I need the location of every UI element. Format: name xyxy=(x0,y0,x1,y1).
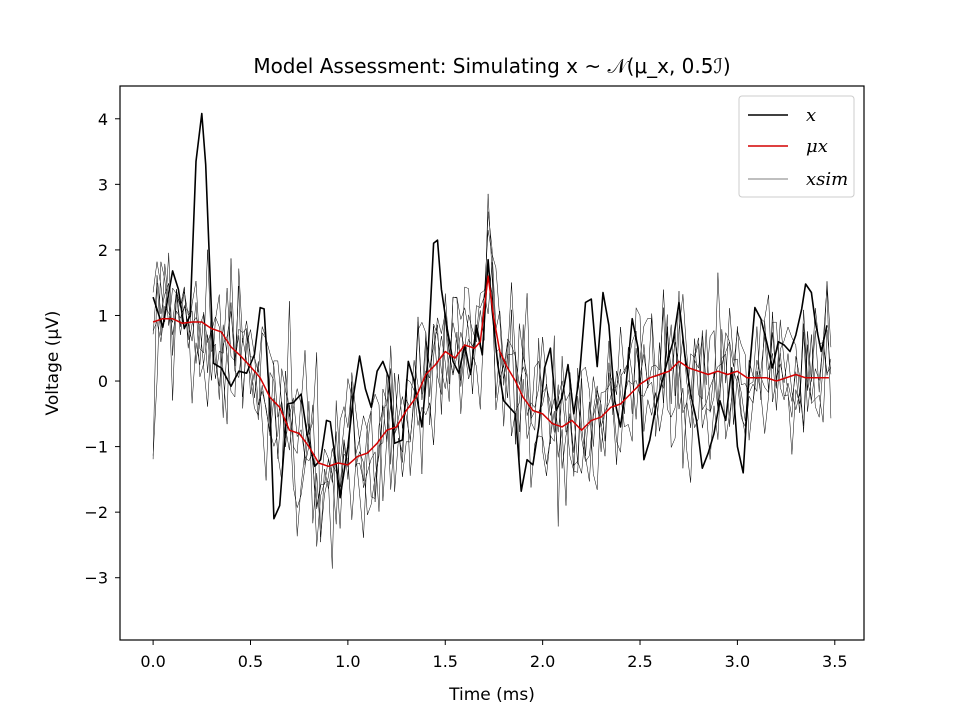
legend-label-x: x xyxy=(806,105,816,126)
y-tick-label: −3 xyxy=(84,569,108,588)
x-tick-label: 3.5 xyxy=(822,652,847,671)
y-tick-label: 3 xyxy=(98,175,108,194)
legend-box xyxy=(738,95,855,198)
x-tick-label: 0.0 xyxy=(140,652,165,671)
x-tick-label: 1.0 xyxy=(335,652,360,671)
legend-label-mu: μx xyxy=(806,136,828,157)
y-axis: −3 −2 −1 0 1 2 3 4 xyxy=(84,110,120,588)
x-axis: 0.0 0.5 1.0 1.5 2.0 2.5 3.0 3.5 xyxy=(140,640,848,671)
series-mu-line xyxy=(152,275,829,468)
axes-frame xyxy=(119,85,865,641)
y-tick-label: 1 xyxy=(98,306,108,325)
series-xsim-line xyxy=(152,261,832,569)
plot-area xyxy=(152,112,832,569)
y-axis-label: Voltage (μV) xyxy=(43,311,63,416)
y-tick-label: 4 xyxy=(98,110,108,129)
x-tick-label: 3.0 xyxy=(725,652,750,671)
chart-title: Model Assessment: Simulating x ~ 𝒩(μ_x, … xyxy=(253,54,730,78)
series-xsim-line xyxy=(152,230,832,520)
series-x-line xyxy=(152,112,828,520)
x-tick-label: 0.5 xyxy=(238,652,263,671)
y-tick-label: 2 xyxy=(98,241,108,260)
y-tick-label: −1 xyxy=(84,438,108,457)
legend-label-xsim: xsim xyxy=(806,169,848,190)
x-tick-label: 2.5 xyxy=(627,652,652,671)
y-tick-label: −2 xyxy=(84,503,108,522)
y-tick-label: 0 xyxy=(98,372,108,391)
x-tick-label: 1.5 xyxy=(433,652,458,671)
x-tick-label: 2.0 xyxy=(530,652,555,671)
legend: x μx xsim xyxy=(738,95,855,198)
x-axis-label: Time (ms) xyxy=(448,685,535,705)
